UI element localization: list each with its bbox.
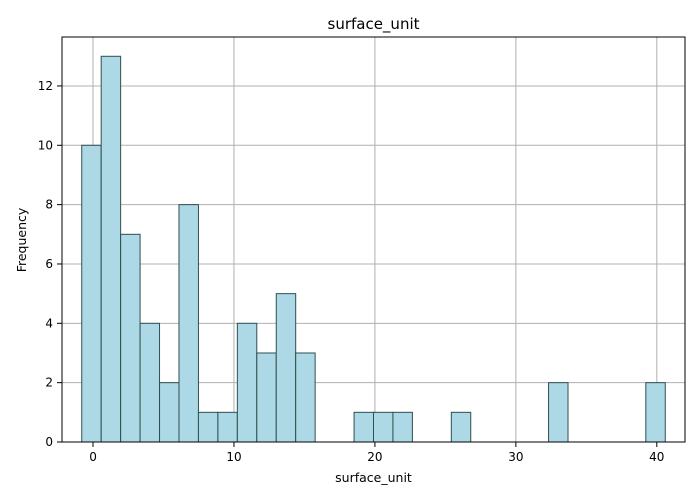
histogram-bar xyxy=(81,144,102,443)
histogram-bar xyxy=(392,411,413,443)
chart-title: surface_unit xyxy=(328,15,420,34)
y-tick-label: 10 xyxy=(38,138,53,152)
y-tick-label: 6 xyxy=(45,257,53,271)
x-tick-label: 40 xyxy=(649,450,664,464)
x-axis-label: surface_unit xyxy=(335,470,412,485)
x-tick-label: 20 xyxy=(367,450,382,464)
histogram-bar xyxy=(450,411,472,443)
histogram-bar xyxy=(217,411,238,443)
histogram-bar xyxy=(197,411,219,443)
y-tick-label: 12 xyxy=(38,79,53,93)
histogram-bar xyxy=(178,204,199,443)
bars xyxy=(81,55,666,443)
histogram-bar xyxy=(645,382,666,443)
histogram-bar xyxy=(353,411,374,443)
y-axis-label: Frequency xyxy=(14,207,29,272)
y-tick-label: 2 xyxy=(45,376,53,390)
x-tick-label: 0 xyxy=(89,450,97,464)
plot-area-frame xyxy=(61,36,686,443)
axis-ticks: 0 10 20 30 40 0 2 4 6 8 10 12 xyxy=(38,79,665,464)
histogram-bar xyxy=(100,55,122,443)
histogram-bar xyxy=(120,233,141,443)
histogram-bar xyxy=(256,352,277,443)
x-tick-label: 30 xyxy=(508,450,523,464)
histogram-bar xyxy=(548,382,569,443)
histogram-bar xyxy=(275,293,297,443)
histogram-bar xyxy=(159,382,180,443)
histogram-bar xyxy=(236,322,258,443)
x-tick-label: 10 xyxy=(226,450,241,464)
histogram-bar xyxy=(139,322,161,443)
y-tick-label: 4 xyxy=(45,316,53,330)
y-tick-label: 0 xyxy=(45,435,53,449)
histogram-bar xyxy=(295,352,316,443)
histogram-bar xyxy=(373,411,394,443)
y-tick-label: 8 xyxy=(45,198,53,212)
